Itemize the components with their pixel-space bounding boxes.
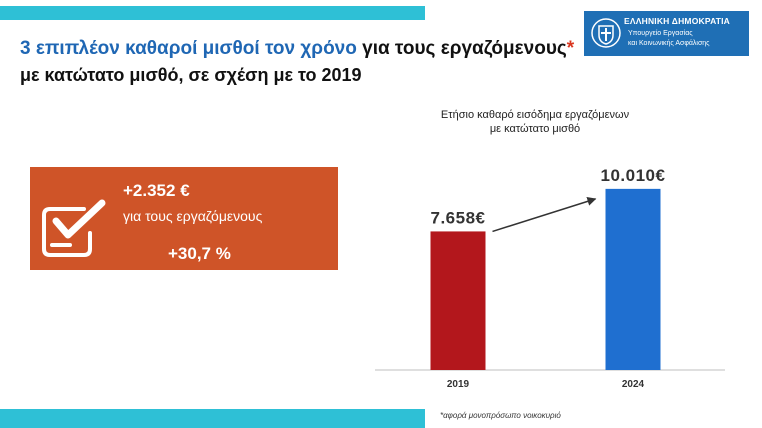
logo-ministry-line2: και Κοινωνικής Ασφάλισης — [628, 40, 710, 47]
x-tick-2019: 2019 — [447, 379, 470, 390]
bottom-accent-bar — [0, 409, 425, 428]
trend-arrow — [492, 197, 597, 233]
greek-emblem-icon — [591, 18, 621, 48]
checklist-icon — [42, 199, 106, 257]
data-label-2024: 10.010€ — [601, 166, 666, 185]
title-rest: για τους εργαζόμενους — [356, 38, 567, 59]
page-subtitle: με κατώτατο μισθό, σε σχέση με το 2019 — [20, 65, 362, 85]
page-title: 3 επιπλέον καθαροί μισθοί τον χρόνο για … — [20, 38, 574, 60]
chart-title-line-1: Ετήσιο καθαρό εισόδημα εργαζόμενων — [440, 109, 630, 121]
top-accent-bar — [0, 6, 425, 20]
ministry-logo: ΕΛΛΗΝΙΚΗ ΔΗΜΟΚΡΑΤΙΑ Υπουργείο Εργασίας κ… — [584, 11, 749, 56]
logo-title: ΕΛΛΗΝΙΚΗ ΔΗΜΟΚΡΑΤΙΑ — [624, 16, 731, 26]
data-label-2019: 7.658€ — [431, 208, 486, 227]
chart-title-line-2: με κατώτατο μισθό — [489, 123, 581, 135]
bar-2024 — [605, 188, 661, 370]
logo-ministry-line1: Υπουργείο Εργασίας — [628, 30, 693, 37]
highlight-callout-box: +2.352 € για τους εργαζόμενους +30,7 % — [30, 167, 338, 270]
chart-title: Ετήσιο καθαρό εισόδημα εργαζόμενων με κα… — [420, 108, 650, 136]
title-highlight: 3 επιπλέον καθαροί μισθοί τον χρόνο — [20, 38, 357, 59]
callout-percent: +30,7 % — [168, 244, 231, 263]
title-asterisk: * — [566, 38, 575, 59]
bar-chart: 7.658€ 2019 10.010€ 2024 — [375, 166, 725, 390]
callout-text: για τους εργαζόμενους — [123, 208, 263, 224]
callout-amount: +2.352 € — [123, 181, 190, 200]
x-tick-2024: 2024 — [622, 379, 645, 390]
footnote: *αφορά μονοπρόσωπο νοικοκυριό — [440, 411, 561, 420]
bar-2019 — [430, 231, 486, 370]
